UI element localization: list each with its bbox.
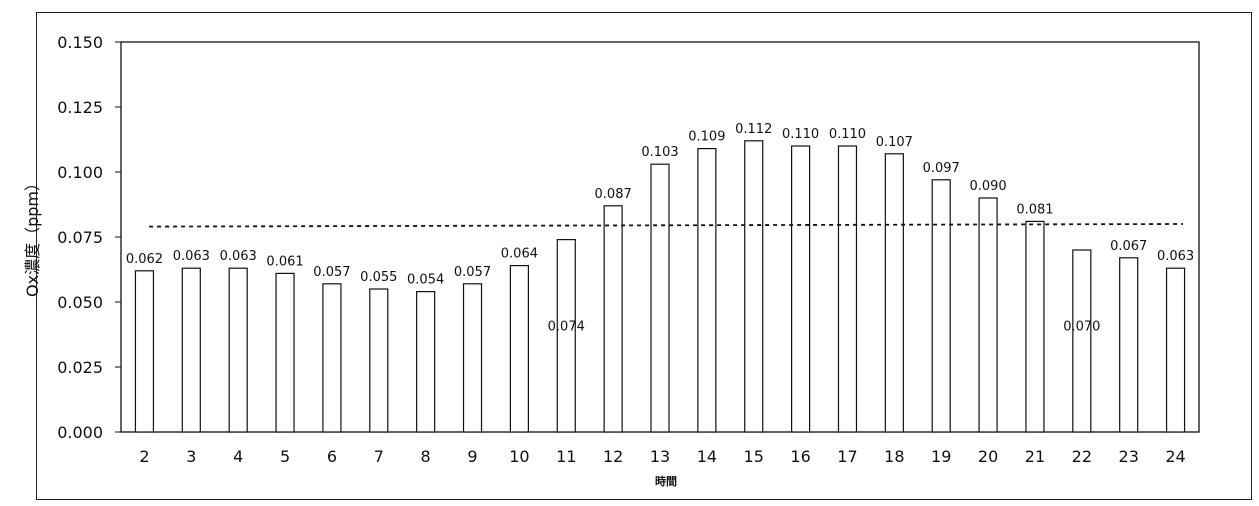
x-tick-label: 9 [467, 447, 477, 466]
bar-value-label: 0.057 [313, 265, 350, 280]
bar-value-label: 0.070 [1063, 320, 1100, 335]
y-axis-label: Ox濃度（ppm） [23, 175, 42, 297]
bar [697, 148, 717, 433]
bar [322, 283, 342, 433]
bar-value-label: 0.081 [1016, 202, 1053, 217]
y-tick-label: 0.025 [57, 358, 103, 377]
y-tick-label: 0.125 [57, 98, 103, 117]
y-tick-label: 0.075 [57, 228, 103, 247]
bar-value-label: 0.097 [923, 161, 960, 176]
bar [744, 140, 764, 433]
bar-value-label: 0.103 [641, 145, 678, 160]
chart-frame [36, 12, 1252, 500]
x-tick-label: 18 [884, 447, 904, 466]
bar [791, 145, 811, 433]
x-tick-label: 17 [837, 447, 857, 466]
bar-value-label: 0.110 [829, 127, 866, 142]
x-tick-label: 20 [978, 447, 998, 466]
bar-value-label: 0.090 [969, 179, 1006, 194]
bar [1119, 257, 1139, 433]
bar [1072, 249, 1092, 433]
x-tick-label: 7 [374, 447, 384, 466]
bar-value-label: 0.061 [266, 254, 303, 269]
y-tick-label: 0.000 [57, 423, 103, 442]
x-tick-label: 22 [1072, 447, 1092, 466]
bar [134, 270, 155, 433]
bar [837, 145, 858, 433]
y-axis-ticks: 0.000 0.025 0.050 0.075 0.100 0.125 0.150 [57, 33, 121, 442]
bar [884, 153, 904, 433]
value-labels: 0.062 0.063 0.063 0.061 0.057 0.055 0.054 0.057… [126, 122, 1194, 335]
bar [416, 291, 436, 433]
bar-value-label: 0.063 [220, 249, 257, 264]
x-tick-label: 21 [1025, 447, 1045, 466]
bar-value-label: 0.057 [454, 265, 491, 280]
bar-value-label: 0.062 [126, 252, 163, 267]
x-tick-label: 2 [139, 447, 149, 466]
x-tick-label: 10 [509, 447, 529, 466]
x-tick-label: 13 [650, 447, 670, 466]
bar [181, 267, 201, 433]
bar-value-label: 0.087 [595, 187, 632, 202]
bar [1025, 220, 1045, 433]
x-tick-label: 12 [603, 447, 623, 466]
bar [603, 205, 623, 433]
y-tick-label: 0.150 [57, 33, 103, 52]
bar [228, 267, 248, 433]
bar-value-label: 0.055 [360, 270, 397, 285]
y-tick-label: 0.100 [57, 163, 103, 182]
bar-value-label: 0.067 [1110, 239, 1147, 254]
bar [650, 163, 670, 433]
bar [462, 283, 483, 433]
x-tick-label: 6 [327, 447, 337, 466]
bar [369, 288, 389, 433]
x-tick-label: 14 [697, 447, 717, 466]
bar [509, 265, 529, 433]
x-tick-label: 11 [556, 447, 576, 466]
bar [556, 239, 576, 433]
bar-value-label: 0.054 [407, 273, 444, 288]
bar [978, 197, 998, 433]
x-tick-label: 4 [233, 447, 243, 466]
bar-value-label: 0.110 [782, 127, 819, 142]
bar [275, 272, 295, 433]
bar-value-label: 0.112 [735, 122, 772, 137]
x-tick-label: 23 [1119, 447, 1139, 466]
bar-value-label: 0.063 [1157, 249, 1194, 264]
bar [1165, 267, 1186, 433]
x-tick-label: 8 [421, 447, 431, 466]
x-tick-label: 16 [790, 447, 810, 466]
x-tick-label: 15 [744, 447, 764, 466]
bar-value-label: 0.063 [173, 249, 210, 264]
bar-value-label: 0.107 [876, 135, 913, 150]
bars [134, 140, 1186, 433]
x-axis-ticks: 2 3 4 5 6 7 8 9 10 11 12 13 14 15 16 17 18 19 20 21 22 23 24 [139, 447, 1185, 466]
y-tick-label: 0.050 [57, 293, 103, 312]
x-tick-label: 24 [1165, 447, 1185, 466]
bar-value-label: 0.109 [688, 130, 725, 145]
x-tick-label: 5 [280, 447, 290, 466]
x-tick-label: 3 [186, 447, 196, 466]
x-tick-label: 19 [931, 447, 951, 466]
bar [931, 179, 951, 433]
bar-value-label: 0.074 [548, 320, 585, 335]
x-axis-label: 時間 [655, 474, 677, 488]
bar-value-label: 0.064 [501, 247, 538, 262]
